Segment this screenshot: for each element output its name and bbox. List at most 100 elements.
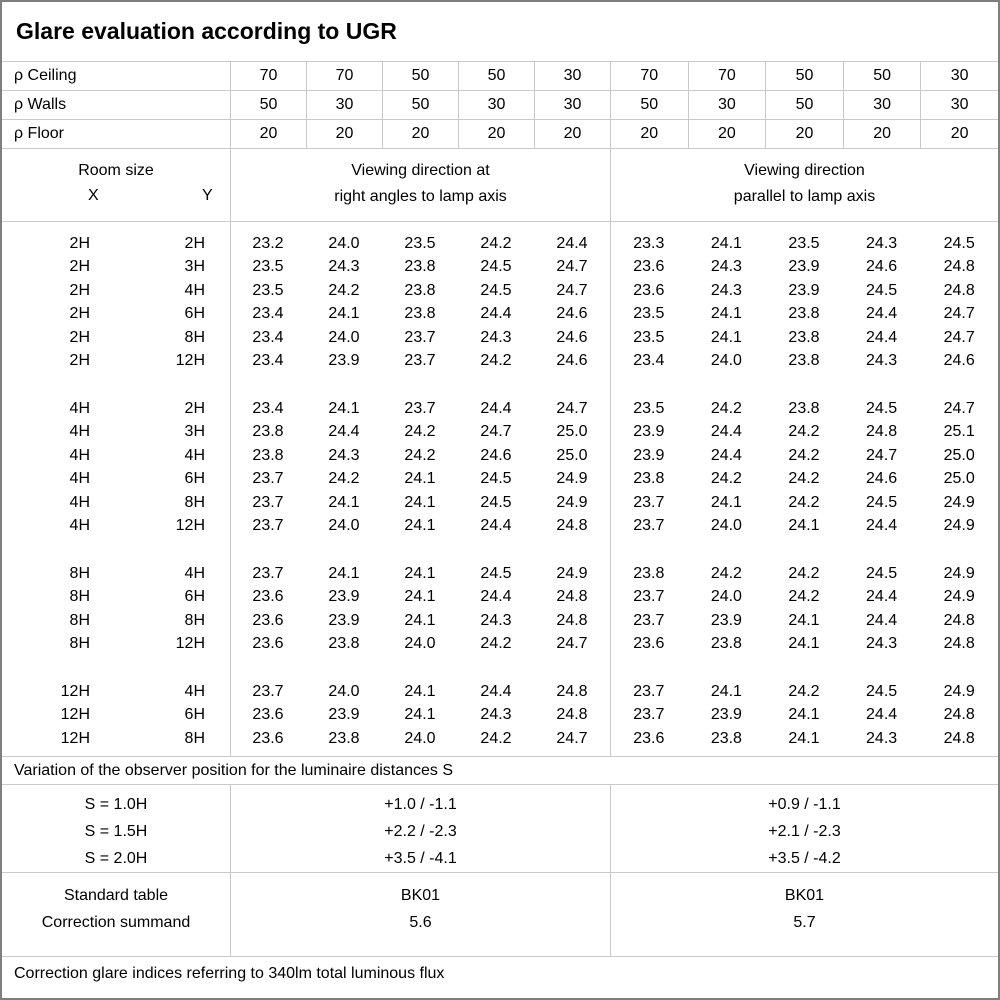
- reflectance-value-cell: 70: [306, 62, 382, 90]
- room-size-x-cell: 12H: [60, 706, 90, 724]
- ugr-value-cell: 24.2: [788, 423, 820, 441]
- ugr-value-cell: 23.8: [788, 305, 820, 323]
- reflectance-value-cell: 20: [920, 120, 998, 148]
- room-size-y-cell: 4H: [184, 281, 205, 299]
- ugr-value-cell: 23.9: [788, 281, 820, 299]
- room-size-y-cell: 2H: [184, 399, 205, 417]
- ugr-value-cell: 24.2: [328, 470, 360, 488]
- ugr-value-cell: 24.0: [710, 517, 742, 535]
- table-header-row: Room size X Y Viewing direction at right…: [2, 149, 998, 222]
- ugr-value-cell: 24.8: [866, 423, 898, 441]
- ugr-value-cell: 23.7: [404, 399, 436, 417]
- ugr-value-cell: 25.1: [943, 423, 975, 441]
- ugr-table-row: 8H 6H 23.6 23.9 24.1 24.4 24.8 23.7 24.0 24.2 24.4…: [2, 586, 998, 610]
- ugr-value-cell: 24.6: [866, 470, 898, 488]
- ugr-value-cell: 24.1: [788, 706, 820, 724]
- ugr-value-cell: 24.1: [404, 517, 436, 535]
- ugr-value-cell: 24.8: [943, 635, 975, 653]
- room-size-y-cell: 6H: [184, 706, 205, 724]
- ugr-value-cell: 23.3: [633, 234, 665, 252]
- ugr-value-cell: 24.9: [556, 564, 588, 582]
- luminaire-distance-section: S = 1.0H S = 1.5H S = 2.0H +1.0 / -1.1 +…: [2, 785, 998, 873]
- ugr-table-row: 4H 8H 23.7 24.1 24.1 24.5 24.9 23.7 24.1 24.2 24.5…: [2, 491, 998, 515]
- page-title: Glare evaluation according to UGR: [16, 18, 397, 44]
- ugr-value-cell: 24.1: [404, 588, 436, 606]
- ugr-value-cell: 24.2: [404, 423, 436, 441]
- ugr-value-cell: 23.7: [633, 517, 665, 535]
- ugr-value-cell: 23.9: [633, 423, 665, 441]
- room-size-y-cell: 12H: [175, 517, 205, 535]
- ugr-value-cell: 23.8: [404, 281, 436, 299]
- reflectance-row: ρ Floor 20 20 20 20 20 20 20 20 20 20: [2, 120, 998, 149]
- ugr-value-cell: 23.8: [788, 352, 820, 370]
- ugr-value-cell: 24.0: [404, 729, 436, 747]
- room-size-x-cell: 2H: [69, 258, 90, 276]
- ugr-value-cell: 24.3: [866, 352, 898, 370]
- ugr-value-cell: 23.9: [710, 706, 742, 724]
- reflectance-value-cell: 30: [534, 62, 610, 90]
- ugr-value-cell: 24.2: [480, 234, 512, 252]
- ugr-value-cell: 24.8: [556, 682, 588, 700]
- ugr-value-cell: 24.5: [866, 281, 898, 299]
- viewing-direction-parallel-header: Viewing direction parallel to lamp axis: [610, 149, 998, 221]
- ugr-table-row: 4H 2H 23.4 24.1 23.7 24.4 24.7 23.5 24.2 23.8 24.5…: [2, 397, 998, 421]
- summary-labels-cell: Standard table Correction summand: [2, 873, 230, 956]
- ugr-value-cell: 24.2: [710, 399, 742, 417]
- room-size-x-cell: 8H: [69, 611, 90, 629]
- reflectance-value-cell: 20: [687, 120, 766, 148]
- ugr-value-cell: 24.4: [866, 706, 898, 724]
- standard-table-label: Standard table: [63, 887, 169, 904]
- reflectance-value-cell: 30: [687, 91, 766, 119]
- reflectance-value-cell: 50: [230, 91, 306, 119]
- reflectance-value-cell: 50: [382, 91, 458, 119]
- room-size-x-cell: 4H: [69, 470, 90, 488]
- ugr-value-cell: 24.2: [480, 352, 512, 370]
- reflectance-section: ρ Ceiling 70 70 50 50 30 70 70 50 50 30 ρ Walls 50 30…: [2, 62, 998, 149]
- reflectance-value-cell: 20: [458, 120, 534, 148]
- ugr-value-cell: 24.3: [866, 729, 898, 747]
- reflectance-value-cell: 50: [765, 62, 843, 90]
- ugr-value-cell: 24.2: [788, 564, 820, 582]
- ugr-value-cell: 23.4: [252, 328, 284, 346]
- ugr-value-cell: 23.8: [788, 399, 820, 417]
- room-size-x-cell: 12H: [60, 729, 90, 747]
- ugr-value-cell: 24.9: [556, 493, 588, 511]
- ugr-value-cell: 24.7: [556, 258, 588, 276]
- ugr-value-cell: 24.1: [404, 470, 436, 488]
- room-size-x-cell: 12H: [60, 682, 90, 700]
- ugr-table-row: 4H 12H 23.7 24.0 24.1 24.4 24.8 23.7 24.0 24.1 24.…: [2, 515, 998, 539]
- ugr-value-cell: 24.1: [710, 234, 742, 252]
- ugr-value-cell: 24.4: [480, 517, 512, 535]
- ugr-value-cell: 24.1: [710, 682, 742, 700]
- ugr-value-cell: 24.7: [556, 281, 588, 299]
- s-value: +3.5 / -4.2: [768, 850, 841, 867]
- summary-parallel-cell: BK01 5.7: [610, 873, 998, 956]
- ugr-value-cell: 24.8: [943, 729, 975, 747]
- room-size-y-cell: 2H: [184, 234, 205, 252]
- ugr-value-cell: 24.1: [328, 305, 360, 323]
- room-size-x-cell: 8H: [69, 588, 90, 606]
- ugr-value-cell: 24.3: [866, 234, 898, 252]
- ugr-value-cell: 23.7: [633, 493, 665, 511]
- ugr-value-cell: 25.0: [556, 423, 588, 441]
- ugr-value-cell: 23.6: [252, 635, 284, 653]
- ugr-value-cell: 24.5: [480, 281, 512, 299]
- standard-table-section: Standard table Correction summand BK01 5…: [2, 873, 998, 957]
- reflectance-value-cell: 30: [842, 91, 921, 119]
- ugr-value-cell: 23.7: [252, 682, 284, 700]
- ugr-value-cell: 24.1: [710, 493, 742, 511]
- ugr-value-cell: 24.8: [943, 258, 975, 276]
- ugr-value-cell: 24.9: [556, 470, 588, 488]
- room-size-y-cell: 12H: [175, 352, 205, 370]
- room-size-y-cell: 8H: [184, 328, 205, 346]
- ugr-table-row: 8H 12H 23.6 23.8 24.0 24.2 24.7 23.6 23.8 24.1 24.…: [2, 633, 998, 657]
- ugr-value-cell: 23.8: [788, 328, 820, 346]
- ugr-value-cell: 24.4: [710, 423, 742, 441]
- ugr-value-cell: 24.1: [788, 517, 820, 535]
- ugr-value-cell: 23.8: [328, 635, 360, 653]
- ugr-value-cell: 23.8: [328, 729, 360, 747]
- ugr-table-row: 12H 8H 23.6 23.8 24.0 24.2 24.7 23.6 23.8 24.1 24.…: [2, 727, 998, 751]
- column-separator-line: [230, 222, 231, 756]
- room-size-x-cell: 4H: [69, 493, 90, 511]
- ugr-value-cell: 24.8: [556, 611, 588, 629]
